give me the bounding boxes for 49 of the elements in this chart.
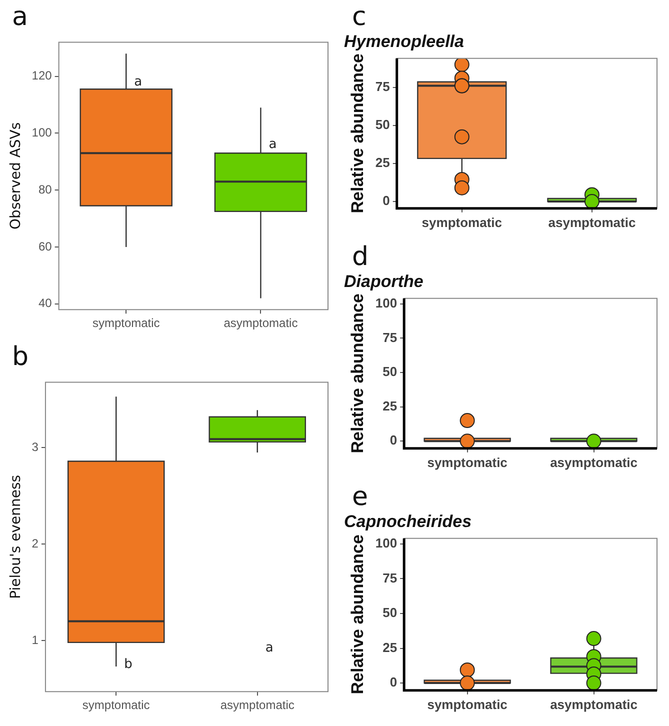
chart-title: Diaporthe	[344, 272, 424, 291]
y-tick-label: 40	[38, 296, 52, 310]
y-tick-label: 2	[32, 536, 39, 550]
y-tick-label: 100	[375, 536, 398, 551]
text: b	[12, 342, 29, 372]
y-tick-label: 25	[382, 640, 398, 655]
y-tick-label: 25	[382, 398, 398, 414]
chart-title: Hymenopleella	[344, 32, 464, 51]
x-tick-label: symptomatic	[92, 316, 160, 330]
y-axis-title: Relative abundance	[348, 54, 367, 214]
text: e	[352, 482, 368, 512]
text: d	[352, 242, 369, 272]
y-tick-label: 100	[375, 295, 398, 310]
annotation: a	[134, 74, 142, 90]
y-tick-label: 0	[390, 432, 398, 448]
y-tick-label: 25	[375, 155, 390, 170]
text: a	[12, 2, 28, 32]
annotation: a	[265, 640, 274, 656]
y-tick-label: 60	[38, 239, 52, 254]
x-tick-label: asymptomatic	[220, 698, 294, 712]
y-tick-label: 50	[382, 364, 398, 380]
x-tick-label: symptomatic	[427, 454, 508, 470]
y-tick-label: 120	[32, 68, 52, 83]
y-tick-label: 80	[38, 182, 52, 196]
text: c	[352, 2, 366, 32]
y-axis-title: Observed ASVs	[8, 122, 24, 230]
y-axis-title: Pielou's evenness	[8, 474, 24, 599]
x-tick-label: symptomatic	[82, 698, 150, 712]
x-tick-label: asymptomatic	[548, 214, 636, 230]
y-tick-label: 1	[32, 632, 39, 647]
y-axis-title: Relative abundance	[348, 534, 367, 694]
y-tick-label: 50	[375, 116, 390, 132]
y-axis-title: Relative abundance	[348, 294, 367, 454]
chart-title: Capnocheirides	[344, 512, 472, 531]
y-tick-label: 50	[382, 605, 398, 620]
y-tick-label: 100	[32, 126, 52, 140]
x-tick-label: asymptomatic	[550, 454, 638, 470]
y-tick-label: 0	[382, 193, 390, 208]
x-tick-label: symptomatic	[427, 696, 508, 712]
x-tick-label: asymptomatic	[224, 316, 298, 330]
y-tick-label: 75	[382, 570, 398, 586]
x-tick-label: asymptomatic	[550, 696, 638, 712]
y-tick-label: 75	[382, 330, 398, 345]
y-tick-label: 75	[375, 78, 390, 94]
y-tick-label: 0	[390, 674, 398, 690]
annotation: a	[268, 136, 277, 152]
y-tick-label: 3	[32, 440, 39, 454]
x-tick-label: symptomatic	[422, 214, 502, 230]
annotation: b	[124, 656, 132, 672]
